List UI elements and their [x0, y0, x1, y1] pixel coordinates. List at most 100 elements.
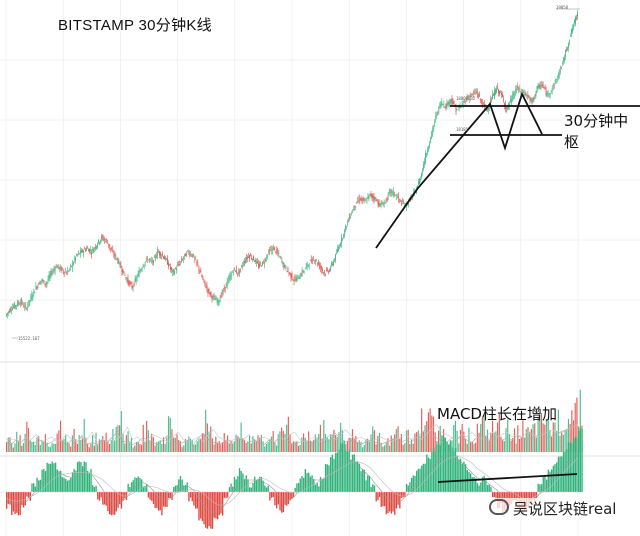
candle-body: [211, 295, 213, 299]
volume-bar: [400, 433, 403, 452]
candle-body: [497, 86, 498, 88]
volume-bar: [340, 422, 342, 452]
macd-bar: [53, 463, 55, 492]
candle-body: [527, 94, 529, 98]
volume-bar: [313, 439, 315, 452]
candle-body: [279, 256, 281, 258]
volume-bar: [475, 442, 477, 452]
macd-bar: [400, 492, 403, 499]
volume-bar: [54, 443, 57, 452]
candle-body: [156, 250, 158, 256]
macd-bar: [387, 492, 389, 514]
volume-bar: [378, 432, 381, 452]
volume-bar: [559, 435, 561, 452]
candle-body: [361, 198, 363, 200]
candle-body: [289, 272, 291, 274]
candle-body: [475, 91, 477, 93]
candle-body: [532, 97, 534, 103]
macd-bar: [449, 440, 452, 492]
volume-bar: [225, 439, 227, 452]
candle-body: [65, 272, 67, 275]
candle-body: [200, 271, 202, 273]
candle-body: [159, 251, 160, 255]
volume-bar: [166, 437, 168, 452]
macd-bar: [49, 463, 52, 492]
macd-bar: [68, 479, 70, 492]
candle-body: [474, 92, 476, 95]
candle-body: [379, 204, 381, 205]
candle-body: [91, 252, 92, 255]
candle-body: [166, 258, 167, 260]
candle-body: [67, 271, 69, 273]
volume-bar: [139, 443, 141, 452]
candle-body: [171, 267, 172, 271]
candle-body: [42, 279, 44, 281]
volume-bar: [215, 436, 217, 452]
volume-bar: [34, 444, 36, 452]
volume-bar: [368, 441, 370, 452]
candle-body: [86, 248, 87, 251]
macd-bar: [152, 492, 155, 504]
candle-body: [558, 72, 560, 77]
candle-body: [100, 239, 102, 243]
candle-body: [288, 272, 290, 274]
candle-body: [291, 273, 293, 280]
macd-bar: [402, 492, 404, 498]
volume-bar: [502, 440, 504, 452]
volume-bar: [373, 430, 376, 452]
candle-body: [380, 203, 382, 207]
volume-bar: [216, 442, 219, 452]
candle-body: [158, 251, 159, 253]
macd-bar: [301, 475, 303, 492]
volume-bar: [228, 443, 230, 452]
candle-body: [478, 93, 480, 97]
macd-bar: [341, 443, 344, 492]
macd-bar: [16, 492, 18, 513]
macd-bar: [225, 492, 227, 499]
candle-body: [201, 274, 203, 278]
candle-body: [50, 270, 52, 276]
volume-bar: [257, 435, 259, 452]
candle-body: [78, 252, 79, 254]
volume-bar: [38, 436, 40, 452]
candle-body: [116, 258, 118, 260]
volume-bar: [495, 431, 497, 452]
volume-bar: [520, 437, 522, 452]
candle-body: [333, 261, 334, 266]
candle-body: [321, 265, 322, 270]
volume-bar: [562, 434, 564, 452]
candle-body: [531, 100, 533, 102]
candle-body: [277, 251, 279, 254]
volume-bar: [525, 429, 527, 452]
candle-body: [575, 17, 576, 25]
macd-bar: [248, 487, 251, 492]
macd-bar: [48, 463, 50, 492]
candle-body: [241, 265, 242, 267]
macd-bar: [313, 479, 315, 492]
candle-body: [41, 279, 43, 281]
candle-body: [550, 91, 552, 93]
candle-body: [188, 251, 190, 253]
candle-body: [264, 261, 266, 265]
candle-body: [28, 299, 30, 306]
macd-bar: [480, 482, 482, 492]
volume-bar: [144, 441, 146, 452]
macd-bar: [304, 469, 307, 492]
candle-body: [231, 271, 233, 273]
candle-body: [186, 253, 188, 256]
volume-bar: [282, 431, 284, 452]
volume-bar: [512, 438, 514, 452]
volume-bar: [95, 432, 97, 452]
candle-body: [507, 105, 508, 110]
candle-body: [185, 253, 187, 257]
candle-body: [312, 259, 314, 261]
candle-body: [145, 258, 147, 261]
candle-body: [117, 259, 119, 264]
macd-bar: [27, 492, 30, 498]
candle-body: [427, 150, 429, 153]
candle-body: [423, 164, 424, 170]
macd-bar: [427, 457, 430, 492]
macd-bar: [576, 437, 578, 492]
candle-body: [240, 268, 241, 270]
candle-body: [392, 191, 394, 195]
